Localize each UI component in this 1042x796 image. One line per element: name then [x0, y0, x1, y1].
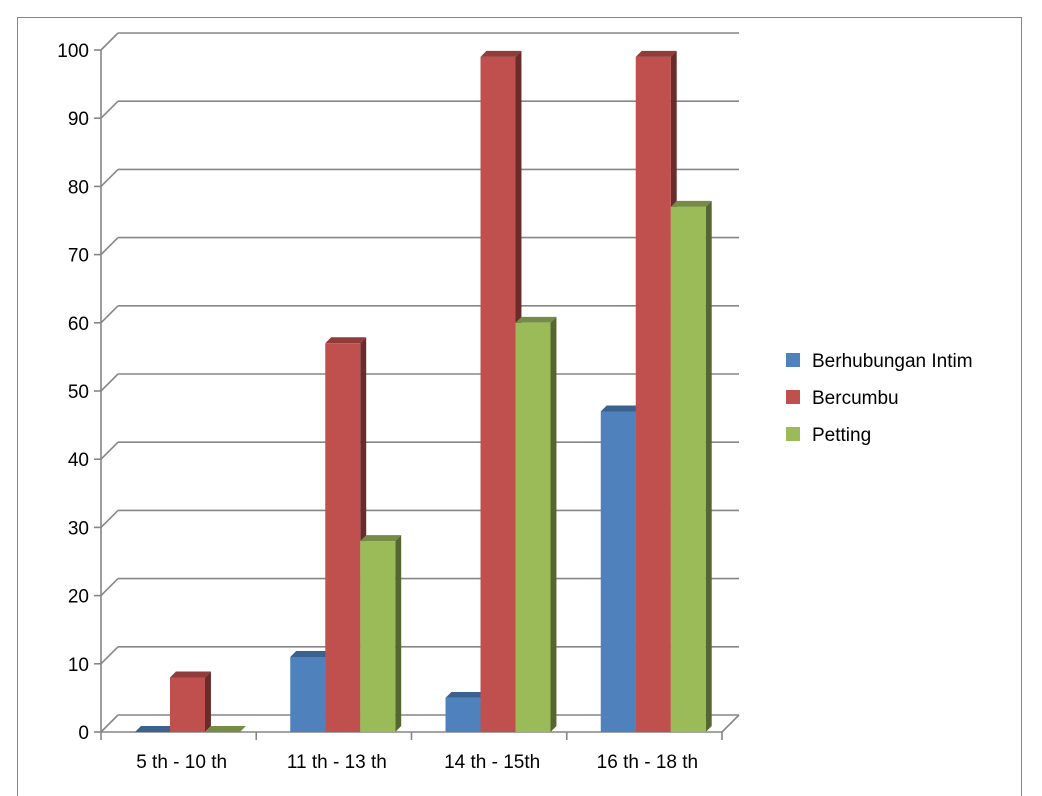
- gridline-side: [100, 100, 119, 119]
- gridline-side: [100, 646, 119, 665]
- bar-top: [600, 405, 642, 412]
- y-tick-label: 80: [68, 177, 89, 198]
- y-tick-label: 70: [68, 246, 89, 267]
- bar-front: [635, 56, 671, 732]
- legend-swatch: [786, 427, 800, 441]
- bar-front: [170, 677, 205, 732]
- y-tick-label: 60: [68, 314, 89, 335]
- gridline-side: [100, 305, 119, 324]
- legend-label: Bercumbu: [812, 388, 899, 409]
- bar-top: [480, 50, 522, 57]
- y-tick-label: 90: [68, 109, 89, 130]
- bar-top: [670, 200, 712, 207]
- bar-top: [135, 726, 176, 732]
- bar-front: [290, 656, 326, 732]
- bar-side: [550, 316, 557, 732]
- legend-label: Berhubungan Intim: [812, 351, 973, 372]
- bar: [480, 50, 522, 733]
- bar-front: [600, 411, 636, 732]
- y-tick-label: 10: [68, 655, 89, 676]
- bar-top: [515, 316, 557, 323]
- y-tick-label: 20: [68, 587, 89, 608]
- bar-front: [445, 697, 481, 732]
- bar-top: [205, 726, 246, 732]
- bar-front: [360, 541, 396, 732]
- legend-swatch: [786, 353, 800, 367]
- bar-front: [515, 322, 551, 732]
- bar-top: [170, 671, 211, 678]
- x-tick-label: 16 th - 18 th: [597, 752, 698, 773]
- x-tick-label: 5 th - 10 th: [136, 752, 227, 773]
- y-tick-label: 50: [68, 382, 89, 403]
- bar-side: [395, 535, 402, 732]
- x-tick-label: 11 th - 13 th: [287, 752, 387, 773]
- bar: [290, 651, 332, 732]
- bar: [360, 535, 402, 732]
- y-tick-label: 0: [78, 723, 89, 744]
- bar: [205, 726, 246, 732]
- bar: [325, 337, 367, 732]
- gridline-side: [100, 714, 119, 733]
- y-tick-label: 40: [68, 450, 89, 471]
- y-tick-label: 30: [68, 518, 89, 539]
- gridline-side: [100, 32, 119, 51]
- bar-top: [360, 535, 402, 542]
- chart-frame: [17, 17, 1022, 796]
- legend-label: Petting: [812, 425, 871, 446]
- bar-side: [205, 671, 211, 732]
- gridline-side: [100, 237, 119, 256]
- legend-swatch: [786, 390, 800, 404]
- bar-top: [635, 50, 677, 57]
- bar-front: [480, 56, 516, 732]
- y-tick-label: 100: [57, 41, 89, 62]
- bar-top: [290, 651, 332, 657]
- bar: [635, 50, 677, 733]
- gridline-side: [100, 168, 119, 187]
- bar-front: [325, 343, 361, 732]
- bar-top: [445, 691, 487, 698]
- x-tick-label: 14 th - 15th: [444, 752, 540, 773]
- bar-top: [325, 337, 367, 344]
- bar-side: [705, 200, 712, 732]
- bar: [600, 405, 642, 732]
- floor-right-edge: [721, 714, 740, 733]
- bar-front: [670, 206, 706, 733]
- bar: [515, 316, 557, 732]
- gridline-side: [100, 441, 119, 460]
- bar: [135, 726, 176, 732]
- bar: [170, 671, 211, 732]
- bar: [445, 691, 487, 732]
- gridline-side: [100, 373, 119, 392]
- gridline-side: [100, 578, 119, 597]
- bar: [670, 200, 712, 733]
- gridline-side: [100, 509, 119, 528]
